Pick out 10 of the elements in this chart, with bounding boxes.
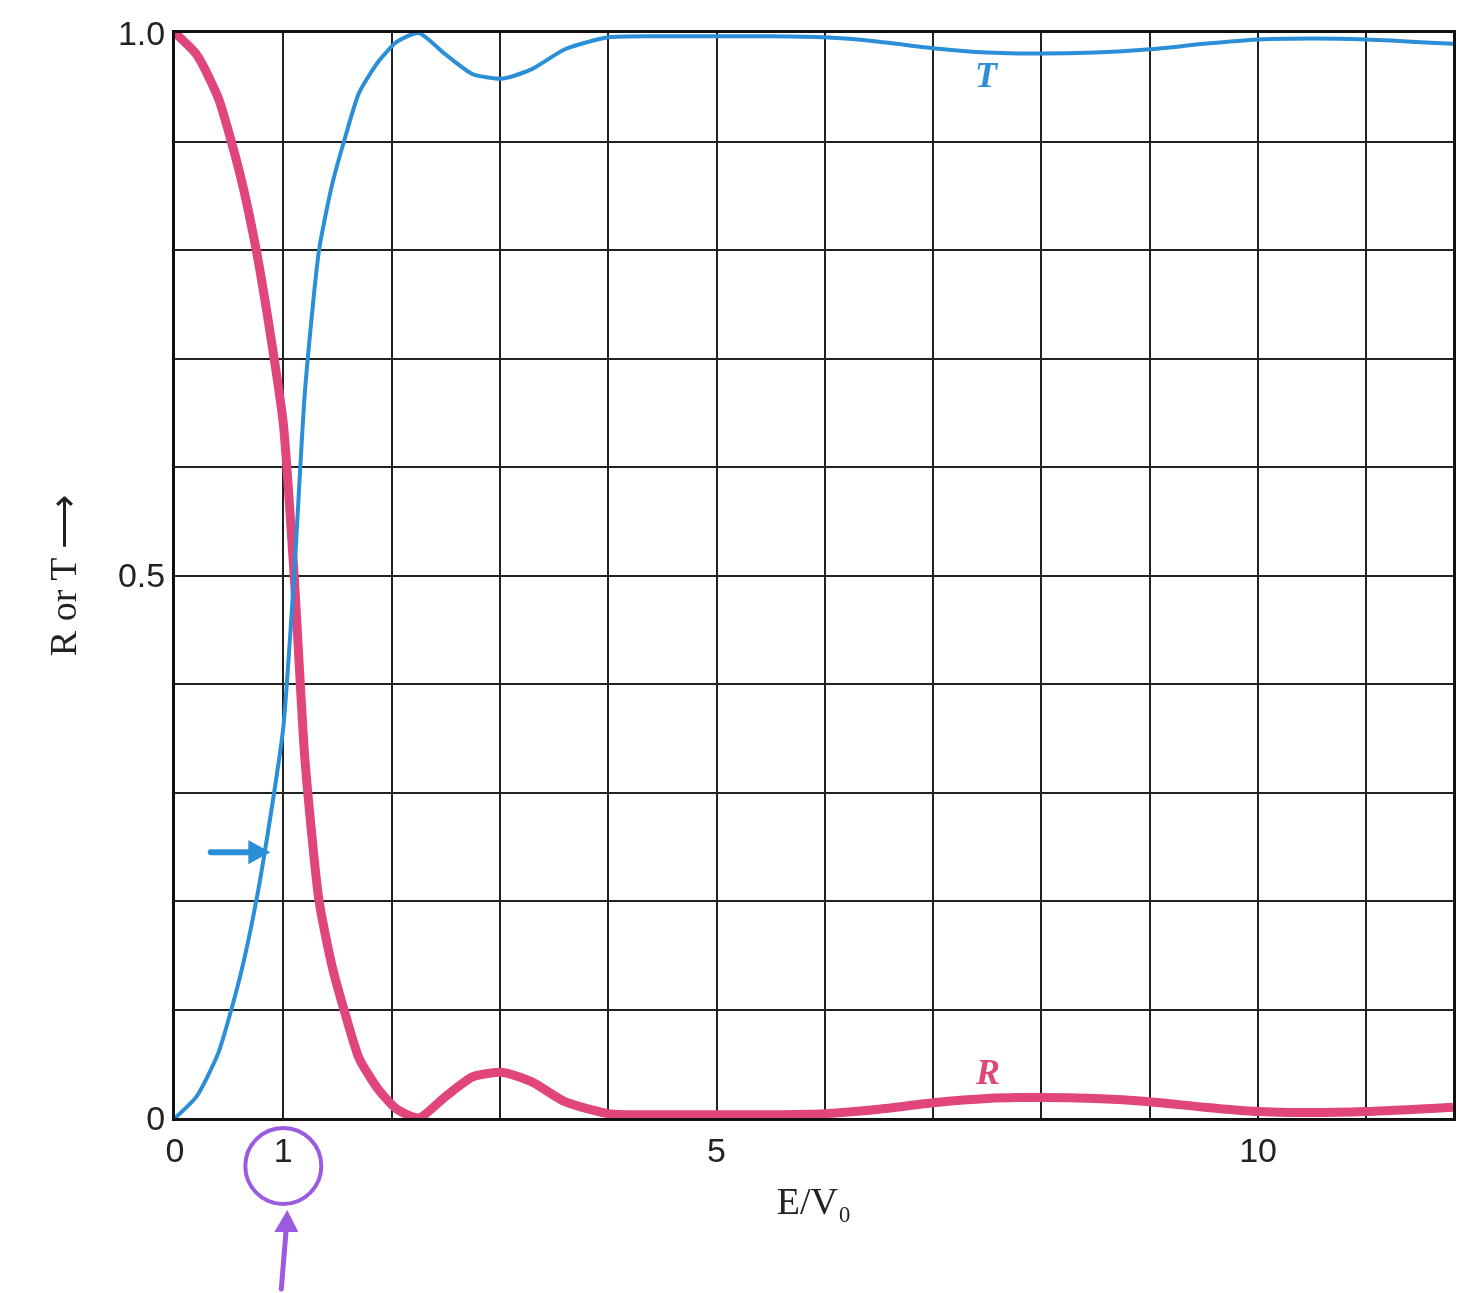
y-tick-label: 0.5 (117, 556, 166, 595)
x-axis-title: E/V₀ (776, 1179, 852, 1222)
x-tick-label: 1 (273, 1130, 293, 1169)
y-axis-title: R or T ⟶ (42, 494, 85, 657)
series-label: T (975, 55, 999, 95)
y-tick-label: 0 (146, 1098, 166, 1137)
x-tick-label: 10 (1239, 1130, 1277, 1169)
x-tick-label: 5 (707, 1130, 726, 1169)
series-label: R (975, 1052, 1001, 1092)
y-tick-label: 1.0 (117, 13, 166, 52)
